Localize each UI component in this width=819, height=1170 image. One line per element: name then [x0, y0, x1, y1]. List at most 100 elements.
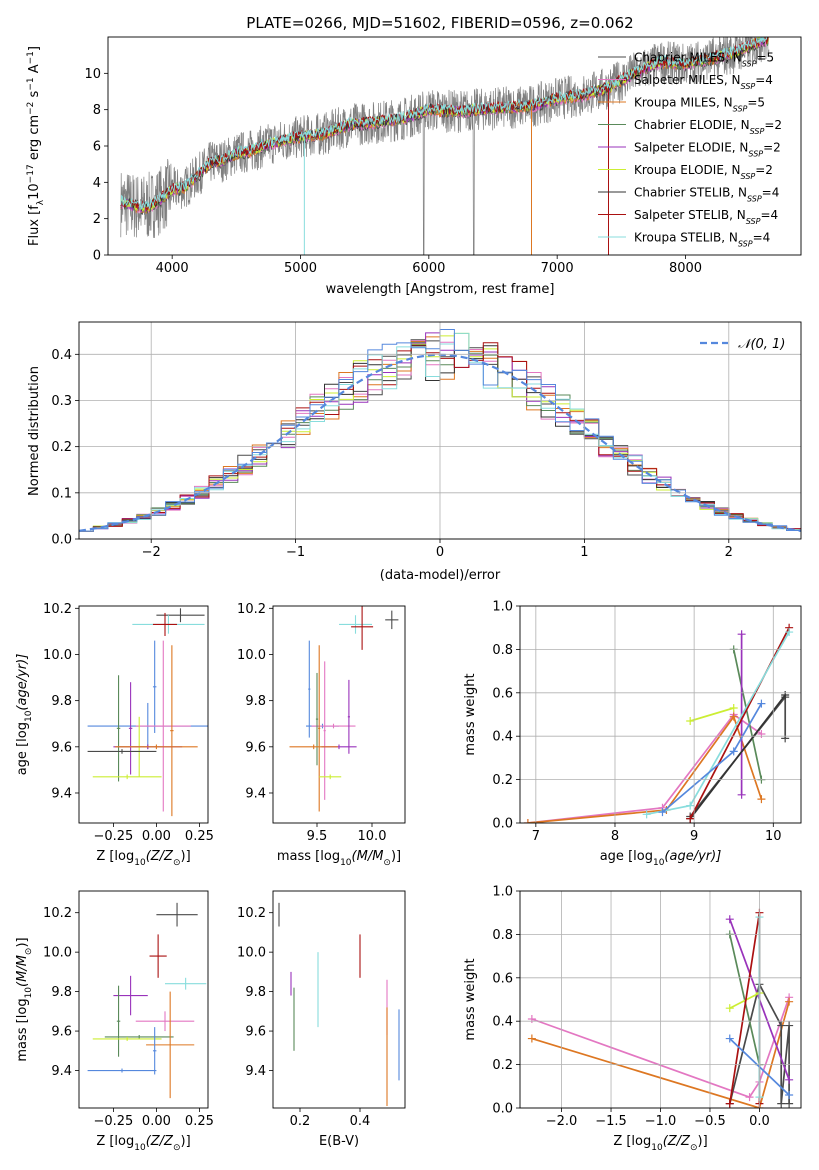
weight-marker: [757, 699, 766, 708]
axis-label-part: (Z/Z: [663, 1134, 691, 1149]
y-tick-label: 9.8: [245, 694, 266, 709]
weight-marker: [686, 717, 695, 726]
legend-label-n: =4: [762, 186, 780, 200]
legend-label-sub: SSP: [747, 194, 762, 203]
axis-label-part: ⊙: [690, 1143, 698, 1153]
axis-label: mass [log10(M/M⊙)]: [277, 849, 401, 868]
axes-frame: [519, 890, 802, 1109]
y-tick-label: 0.0: [492, 1102, 513, 1117]
y-tick-label: 9.8: [245, 985, 266, 1000]
y-tick-label: 10.0: [43, 946, 72, 961]
y-tick-label: 9.6: [51, 1025, 72, 1040]
x-tick-label: 1: [580, 545, 588, 560]
axis-label-part: s: [27, 90, 42, 101]
y-tick-label: 9.4: [51, 1064, 72, 1079]
axis-label-part: mass [log: [15, 998, 30, 1061]
mass-vs-metallicity-panel: −0.25 0.00 0.259.49.69.810.010.2Z [log10(Z…: [15, 890, 214, 1153]
data-point-7: [146, 991, 195, 1099]
y-tick-label: 2: [93, 212, 101, 227]
x-tick-label: −1.5: [595, 1114, 627, 1129]
axis-label-part: )]: [181, 1134, 191, 1149]
axis-label-part: ⊙: [173, 1143, 181, 1153]
x-tick-label: 4000: [156, 261, 189, 276]
x-tick-label: −1.0: [645, 1114, 677, 1129]
axis-label-part: (age/yr)]: [15, 654, 30, 711]
legend-label-n: =4: [760, 208, 778, 222]
data-point-7: [323, 661, 326, 800]
x-tick-label: −0.25: [93, 1114, 133, 1129]
y-tick-label: 0.8: [492, 643, 513, 658]
data-point-3: [308, 640, 311, 738]
legend-label-name: Kroupa STELIB, N: [634, 231, 738, 245]
axis-label-part: 10: [651, 1143, 663, 1153]
y-tick-label: 0.4: [51, 348, 72, 363]
data-point-9: [347, 679, 350, 754]
weight-marker: [658, 808, 667, 817]
axis-label-part: mass [log: [277, 849, 340, 864]
weight-series-6: [689, 694, 786, 820]
x-tick-label: 8: [611, 829, 619, 844]
data-point-7: [116, 675, 121, 782]
axis-label-part: (M/M: [15, 955, 30, 987]
x-tick-label: 0.25: [185, 829, 214, 844]
weight-marker: [725, 1004, 734, 1013]
axis-label-part: )]: [698, 1134, 708, 1149]
y-tick-label: 10.0: [237, 648, 266, 663]
x-tick-label: −1: [286, 545, 305, 560]
y-tick-label: 0.8: [492, 928, 513, 943]
x-tick-label: 0.0: [749, 1114, 770, 1129]
y-tick-label: 10.0: [237, 946, 266, 961]
plot-area: [523, 623, 794, 823]
data-point-8: [315, 672, 319, 766]
legend-label-5: Kroupa ELODIE, NSSP=2: [634, 163, 773, 181]
axis-label: Z [log10(Z/Z⊙)]: [96, 849, 190, 868]
y-tick-label: 6: [93, 140, 101, 155]
legend-label-3: Chabrier ELODIE, NSSP=2: [634, 118, 782, 136]
data-point-8: [128, 682, 133, 775]
y-tick-label: 0.6: [492, 686, 513, 701]
weight-marker: [785, 1021, 794, 1030]
y-tick-label: 9.6: [245, 740, 266, 755]
data-point-1: [149, 934, 167, 978]
legend-label-sub: SSP: [750, 127, 765, 136]
y-tick-label: 10.2: [43, 906, 72, 921]
axis-label-part: )]: [391, 849, 401, 864]
axis-label-part: −2: [26, 102, 36, 115]
weight-marker: [745, 1093, 754, 1102]
y-tick-label: 0.1: [51, 486, 72, 501]
axis-label-part: (Z/Z: [146, 1134, 174, 1149]
data-point-8: [92, 1036, 162, 1041]
legend-label-sub: SSP: [741, 82, 756, 91]
legend-label-name: Chabrier ELODIE, N: [634, 118, 750, 132]
y-tick-label: 0.0: [492, 817, 513, 832]
legend-label-n: =2: [764, 118, 782, 132]
legend-label-sub: SSP: [733, 104, 748, 113]
legend-label-n: =5: [756, 51, 774, 65]
weight-marker: [737, 790, 746, 799]
weight-series-5: [689, 707, 734, 722]
x-tick-label: 7: [532, 829, 540, 844]
axis-label: age [log10(age/yr)]: [600, 849, 722, 868]
weight-series-1: [527, 713, 762, 823]
weight-series-8: [646, 631, 790, 816]
legend-label-sub: SSP: [742, 59, 757, 68]
x-axis-label: (data-model)/error: [380, 568, 501, 583]
y-tick-label: 8: [93, 103, 101, 118]
weight-marker: [785, 1075, 794, 1084]
data-point-5: [135, 1011, 195, 1032]
x-tick-label: 7000: [541, 261, 574, 276]
x-tick-label: −2: [142, 545, 161, 560]
axes-frame: [519, 605, 802, 824]
axis-label-part: A: [27, 64, 42, 77]
y-tick-label: 10.2: [237, 602, 266, 617]
weight-marker: [725, 1099, 734, 1108]
legend-label-n: =2: [763, 141, 781, 155]
x-tick-label: 5000: [284, 261, 317, 276]
weight-marker: [785, 1090, 794, 1099]
x-tick-label: 0.4: [350, 1114, 371, 1129]
plot-area: [120, 37, 770, 255]
x-tick-label: 10.0: [358, 829, 387, 844]
weight-marker: [777, 1021, 786, 1030]
axis-label-part: age [log: [600, 849, 653, 864]
